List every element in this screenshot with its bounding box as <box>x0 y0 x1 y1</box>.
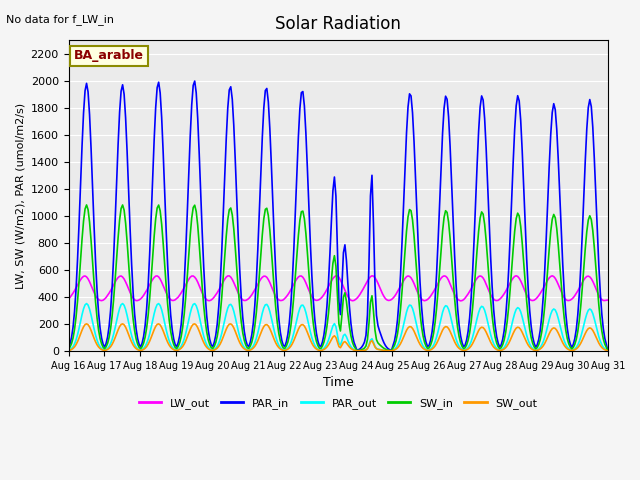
Legend: LW_out, PAR_in, PAR_out, SW_in, SW_out: LW_out, PAR_in, PAR_out, SW_in, SW_out <box>134 394 542 414</box>
SW_out <box>132 346 140 351</box>
SW_in <box>302 230 310 236</box>
Text: No data for f_LW_in: No data for f_LW_in <box>6 14 115 25</box>
LW_out <box>65 296 72 301</box>
SW_out <box>65 348 72 353</box>
SW_in <box>575 318 583 324</box>
LW_out <box>252 284 260 290</box>
LW_out <box>131 297 138 303</box>
SW_in <box>245 346 253 351</box>
LW_out <box>604 297 612 303</box>
Title: Solar Radiation: Solar Radiation <box>275 15 401 33</box>
PAR_in <box>131 311 138 317</box>
SW_in <box>65 346 72 352</box>
SW_in <box>227 205 235 211</box>
PAR_out <box>604 348 612 354</box>
LW_out <box>301 277 308 283</box>
PAR_in <box>302 130 310 136</box>
Text: BA_arable: BA_arable <box>74 49 144 62</box>
SW_out <box>254 338 262 344</box>
SW_out <box>227 321 235 327</box>
Line: SW_out: SW_out <box>68 324 608 351</box>
Line: SW_in: SW_in <box>68 205 608 351</box>
SW_out <box>302 326 310 332</box>
SW_out <box>83 321 90 327</box>
X-axis label: Time: Time <box>323 376 353 389</box>
Y-axis label: LW, SW (W/m2), PAR (umol/m2/s): LW, SW (W/m2), PAR (umol/m2/s) <box>15 102 25 288</box>
PAR_out <box>65 348 72 353</box>
PAR_out <box>254 330 262 336</box>
PAR_out <box>132 344 140 350</box>
SW_out <box>604 348 612 354</box>
PAR_out <box>302 310 310 315</box>
PAR_in <box>191 78 198 84</box>
LW_out <box>243 297 251 302</box>
LW_out <box>577 283 584 288</box>
SW_in <box>604 348 612 354</box>
SW_in <box>254 293 262 299</box>
SW_in <box>132 336 140 342</box>
PAR_out <box>245 347 253 353</box>
PAR_in <box>65 345 72 350</box>
PAR_in <box>227 84 235 90</box>
PAR_in <box>575 291 583 297</box>
PAR_in <box>245 344 253 349</box>
PAR_in <box>254 247 262 252</box>
LW_out <box>457 298 465 304</box>
PAR_in <box>604 348 612 354</box>
LW_out <box>332 273 340 278</box>
SW_in <box>83 202 90 208</box>
LW_out <box>225 273 233 279</box>
Line: PAR_in: PAR_in <box>68 81 608 351</box>
SW_out <box>575 343 583 348</box>
PAR_out <box>227 301 235 307</box>
SW_out <box>245 348 253 353</box>
PAR_out <box>575 338 583 344</box>
PAR_out <box>83 300 90 306</box>
Line: PAR_out: PAR_out <box>68 303 608 351</box>
Line: LW_out: LW_out <box>68 276 608 301</box>
